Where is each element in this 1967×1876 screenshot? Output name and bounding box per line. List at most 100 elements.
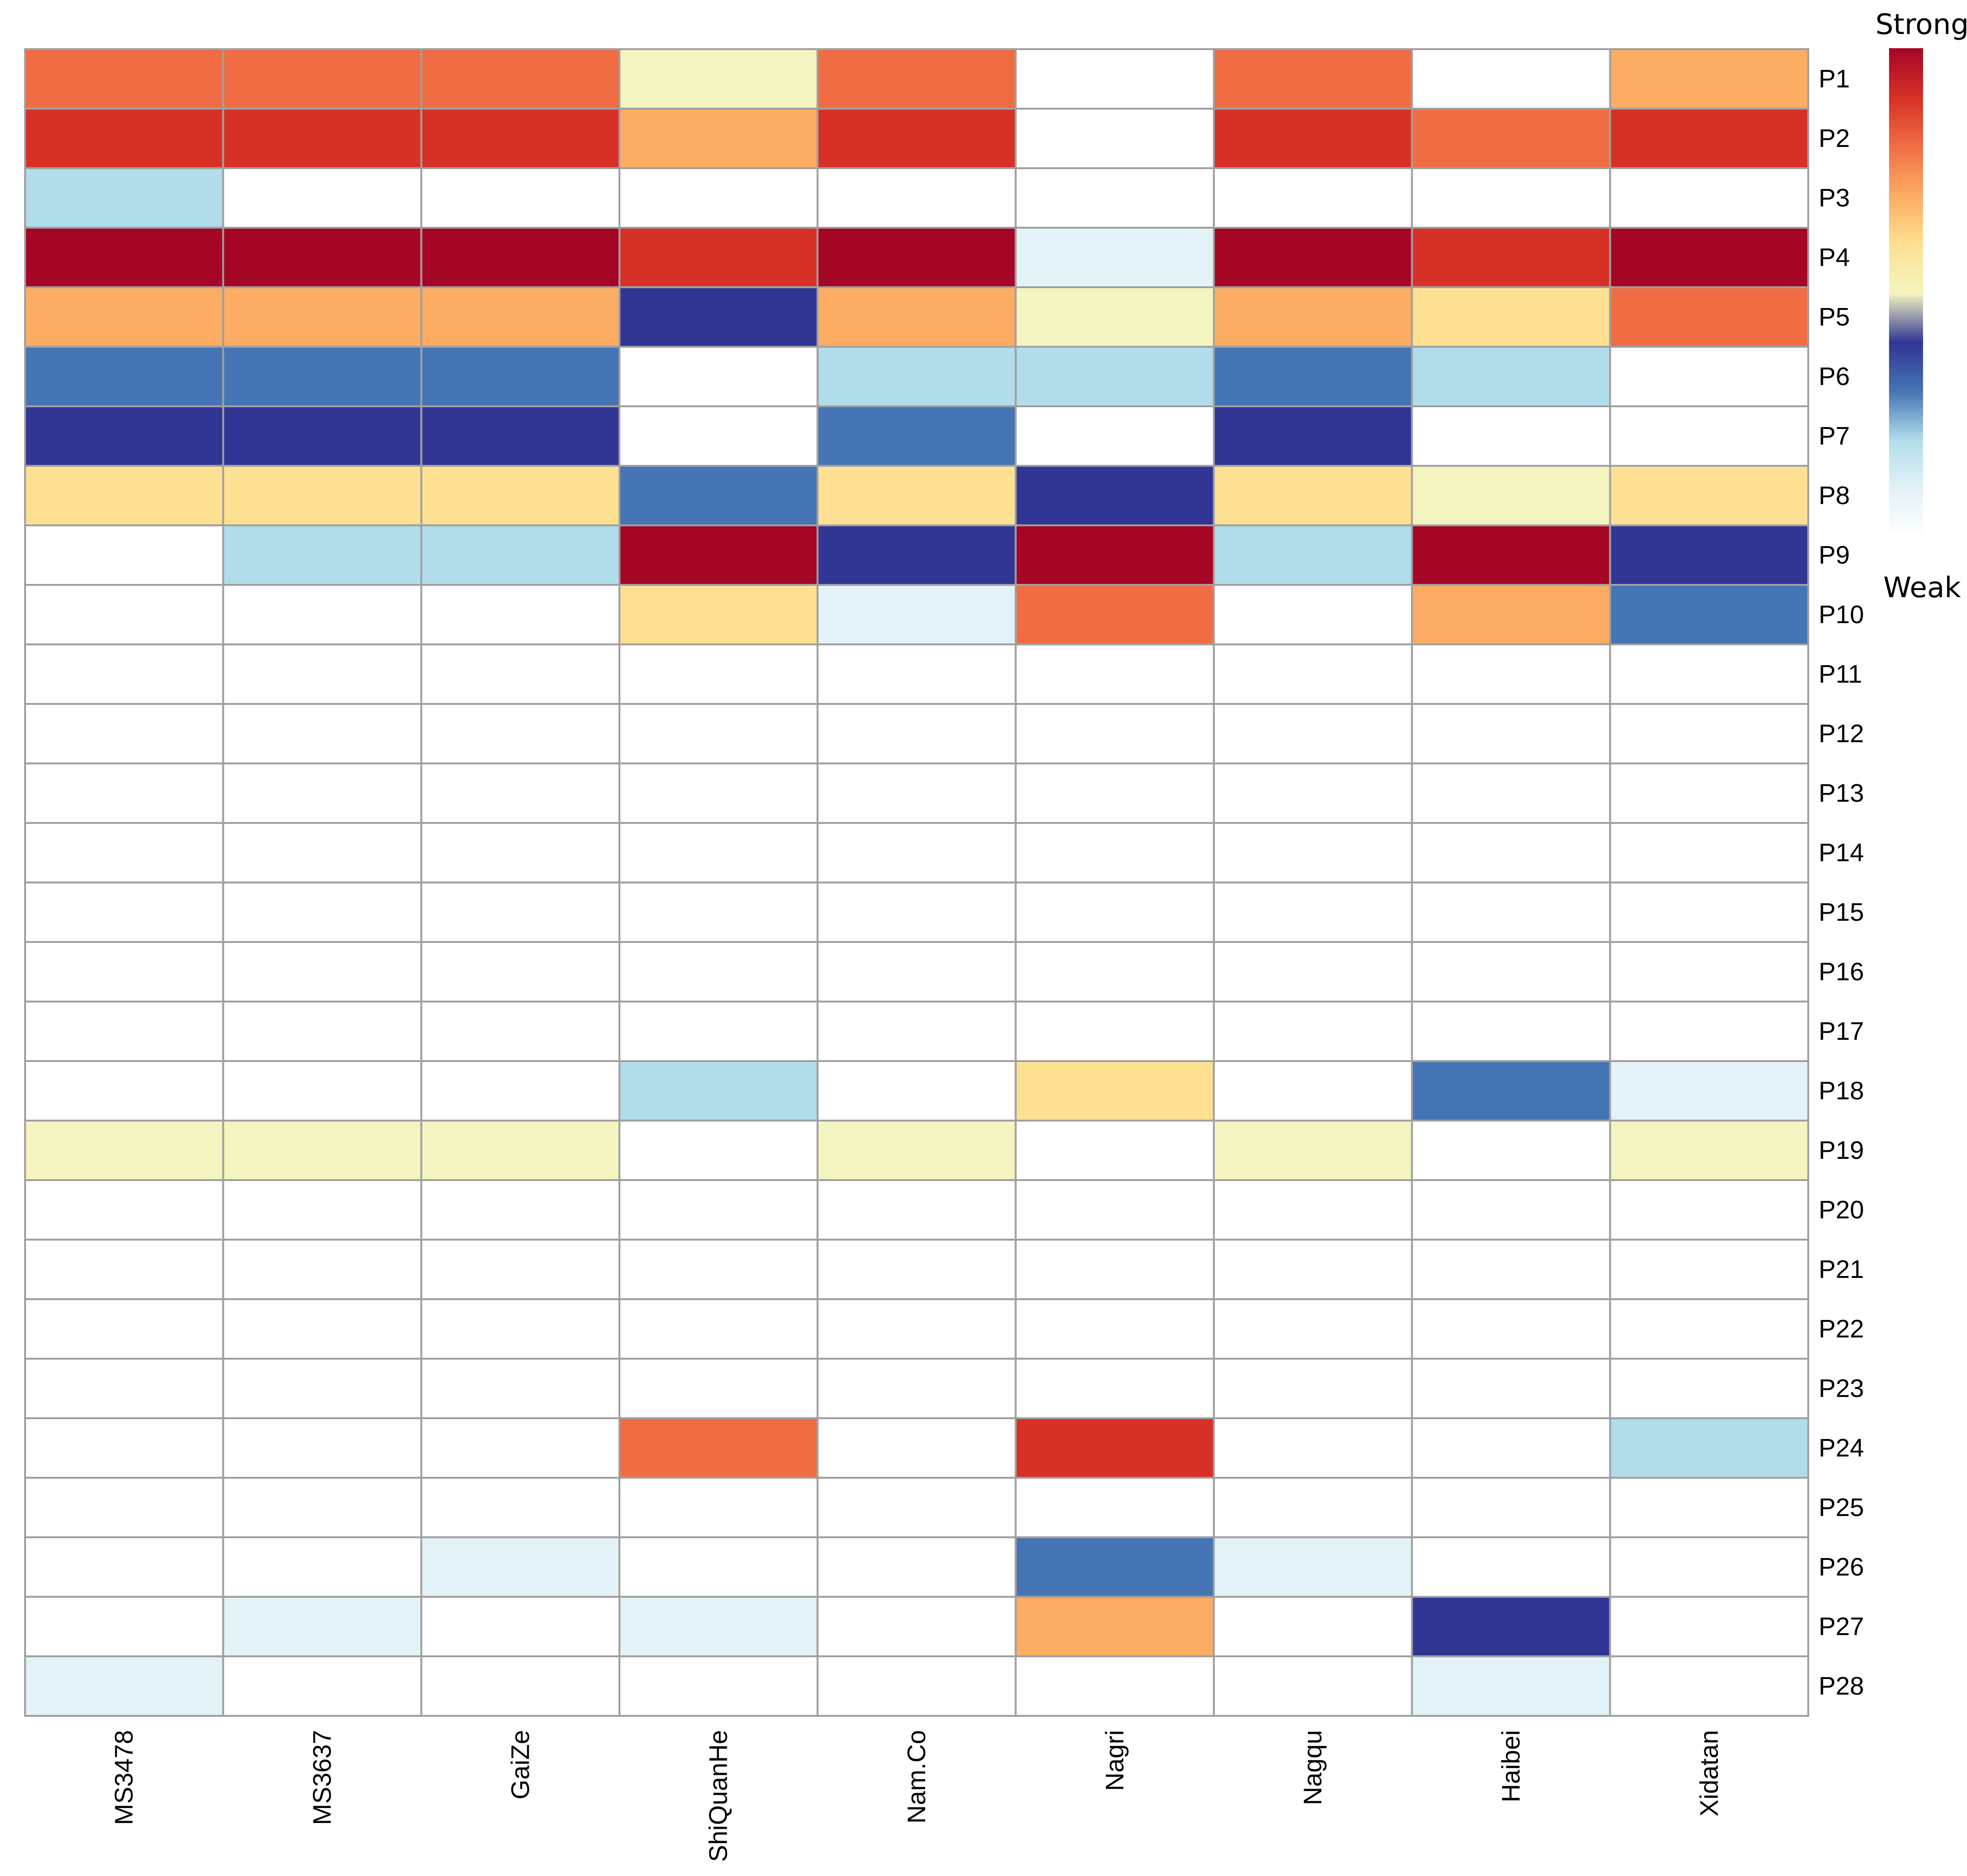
heatmap-cell-P28-Nagqu xyxy=(1213,1655,1413,1717)
heatmap-cell-P21-Nam.Co xyxy=(816,1239,1017,1300)
heatmap-cell-P4-MS3478 xyxy=(24,227,224,288)
heatmap-cell-P2-Xidatan xyxy=(1609,108,1809,169)
heatmap-cell-P18-MS3478 xyxy=(24,1060,224,1122)
heatmap-cell-P6-Nagqu xyxy=(1213,346,1413,407)
heatmap-cell-P13-MS3478 xyxy=(24,762,224,824)
heatmap-cell-P5-Haibei xyxy=(1411,286,1611,348)
heatmap-cell-P11-ShiQuanHe xyxy=(618,643,819,705)
heatmap-cell-P2-Haibei xyxy=(1411,108,1611,169)
heatmap-cell-P20-Haibei xyxy=(1411,1179,1611,1241)
row-label: P24 xyxy=(1819,1434,1864,1462)
heatmap-cell-P16-Haibei xyxy=(1411,941,1611,1002)
heatmap-cell-P17-GaiZe xyxy=(420,1001,620,1062)
heatmap-cell-P5-Xidatan xyxy=(1609,286,1809,348)
heatmap-cell-P8-MS3637 xyxy=(222,465,422,526)
heatmap-cell-P13-ShiQuanHe xyxy=(618,762,819,824)
heatmap-cell-P7-Nagri xyxy=(1014,405,1215,467)
heatmap-cell-P1-Nagri xyxy=(1014,48,1215,110)
legend-label-strong: Strong xyxy=(1875,8,1967,41)
heatmap-cell-P23-MS3637 xyxy=(222,1358,422,1419)
heatmap-cell-P9-MS3478 xyxy=(24,524,224,586)
heatmap-cell-P3-Nam.Co xyxy=(816,167,1017,229)
heatmap-cell-P12-Nagqu xyxy=(1213,703,1413,764)
heatmap-cell-P26-Haibei xyxy=(1411,1536,1611,1598)
heatmap-cell-P15-Xidatan xyxy=(1609,882,1809,943)
heatmap-cell-P12-Xidatan xyxy=(1609,703,1809,764)
heatmap-cell-P19-Nagri xyxy=(1014,1120,1215,1181)
heatmap-cell-P28-Nagri xyxy=(1014,1655,1215,1717)
heatmap-cell-P23-Nagri xyxy=(1014,1358,1215,1419)
heatmap-cell-P12-GaiZe xyxy=(420,703,620,764)
heatmap-cell-P25-MS3637 xyxy=(222,1477,422,1538)
heatmap-cell-P5-ShiQuanHe xyxy=(618,286,819,348)
heatmap-cell-P16-GaiZe xyxy=(420,941,620,1002)
heatmap-cell-P13-Xidatan xyxy=(1609,762,1809,824)
heatmap-cell-P2-ShiQuanHe xyxy=(618,108,819,169)
heatmap-cell-P14-Nam.Co xyxy=(816,822,1017,883)
heatmap-cell-P11-Nagqu xyxy=(1213,643,1413,705)
heatmap-cell-P1-Nagqu xyxy=(1213,48,1413,110)
heatmap-cell-P7-MS3478 xyxy=(24,405,224,467)
row-label: P4 xyxy=(1819,243,1850,272)
column-label: MS3637 xyxy=(308,1730,336,1825)
heatmap-cell-P3-MS3478 xyxy=(24,167,224,229)
heatmap-cell-P27-MS3637 xyxy=(222,1596,422,1657)
heatmap-cell-P5-Nam.Co xyxy=(816,286,1017,348)
heatmap-cell-P6-ShiQuanHe xyxy=(618,346,819,407)
heatmap-cell-P17-Nagri xyxy=(1014,1001,1215,1062)
heatmap-cell-P18-Xidatan xyxy=(1609,1060,1809,1122)
heatmap-cell-P28-Haibei xyxy=(1411,1655,1611,1717)
heatmap-cell-P22-ShiQuanHe xyxy=(618,1298,819,1360)
row-label: P7 xyxy=(1819,422,1850,450)
heatmap-cell-P8-Nagri xyxy=(1014,465,1215,526)
legend-gradient-bar xyxy=(1889,48,1923,539)
heatmap-cell-P26-Nam.Co xyxy=(816,1536,1017,1598)
heatmap-cell-P9-MS3637 xyxy=(222,524,422,586)
heatmap-cell-P21-Haibei xyxy=(1411,1239,1611,1300)
heatmap-cell-P17-Nagqu xyxy=(1213,1001,1413,1062)
heatmap-cell-P1-MS3637 xyxy=(222,48,422,110)
heatmap-cell-P26-Xidatan xyxy=(1609,1536,1809,1598)
heatmap-cell-P4-Nagqu xyxy=(1213,227,1413,288)
row-label: P11 xyxy=(1819,660,1862,688)
heatmap-cell-P16-Nagri xyxy=(1014,941,1215,1002)
heatmap-cell-P3-Nagqu xyxy=(1213,167,1413,229)
column-labels: MS3478 MS3637 GaiZe ShiQuanHe Nam.Co Nagri Nag… xyxy=(110,1730,1724,1862)
heatmap-cell-P26-MS3637 xyxy=(222,1536,422,1598)
heatmap-cell-P12-Nagri xyxy=(1014,703,1215,764)
heatmap-cell-P8-GaiZe xyxy=(420,465,620,526)
column-label: Xidatan xyxy=(1695,1730,1723,1816)
heatmap-cell-P25-GaiZe xyxy=(420,1477,620,1538)
heatmap-cell-P20-Xidatan xyxy=(1609,1179,1809,1241)
heatmap-cell-P9-Nagqu xyxy=(1213,524,1413,586)
heatmap-cell-P10-GaiZe xyxy=(420,584,620,645)
heatmap-cell-P27-MS3478 xyxy=(24,1596,224,1657)
row-label: P9 xyxy=(1819,541,1850,569)
heatmap-cell-P24-Nam.Co xyxy=(816,1417,1017,1479)
heatmap-cell-P23-Nam.Co xyxy=(816,1358,1017,1419)
row-label: P16 xyxy=(1819,958,1864,986)
column-label: Haibei xyxy=(1497,1730,1525,1802)
heatmap-cell-P21-ShiQuanHe xyxy=(618,1239,819,1300)
heatmap-cell-P15-ShiQuanHe xyxy=(618,882,819,943)
heatmap-cell-P14-Haibei xyxy=(1411,822,1611,883)
heatmap-cell-P3-Xidatan xyxy=(1609,167,1809,229)
heatmap-cell-P27-Nagri xyxy=(1014,1596,1215,1657)
heatmap-cell-P27-Nam.Co xyxy=(816,1596,1017,1657)
heatmap-cell-P4-Haibei xyxy=(1411,227,1611,288)
heatmap-cell-P4-Nagri xyxy=(1014,227,1215,288)
heatmap-cell-P5-MS3637 xyxy=(222,286,422,348)
heatmap-cell-P6-Nagri xyxy=(1014,346,1215,407)
heatmap-cell-P5-GaiZe xyxy=(420,286,620,348)
heatmap-cell-P17-Xidatan xyxy=(1609,1001,1809,1062)
heatmap-cell-P1-GaiZe xyxy=(420,48,620,110)
heatmap-cell-P28-Xidatan xyxy=(1609,1655,1809,1717)
heatmap-cell-P19-GaiZe xyxy=(420,1120,620,1181)
heatmap-cell-P8-Nagqu xyxy=(1213,465,1413,526)
heatmap-cell-P18-MS3637 xyxy=(222,1060,422,1122)
row-label: P10 xyxy=(1819,600,1864,629)
heatmap-cell-P14-MS3637 xyxy=(222,822,422,883)
heatmap-cell-P15-Nagri xyxy=(1014,882,1215,943)
heatmap-cell-P10-Haibei xyxy=(1411,584,1611,645)
